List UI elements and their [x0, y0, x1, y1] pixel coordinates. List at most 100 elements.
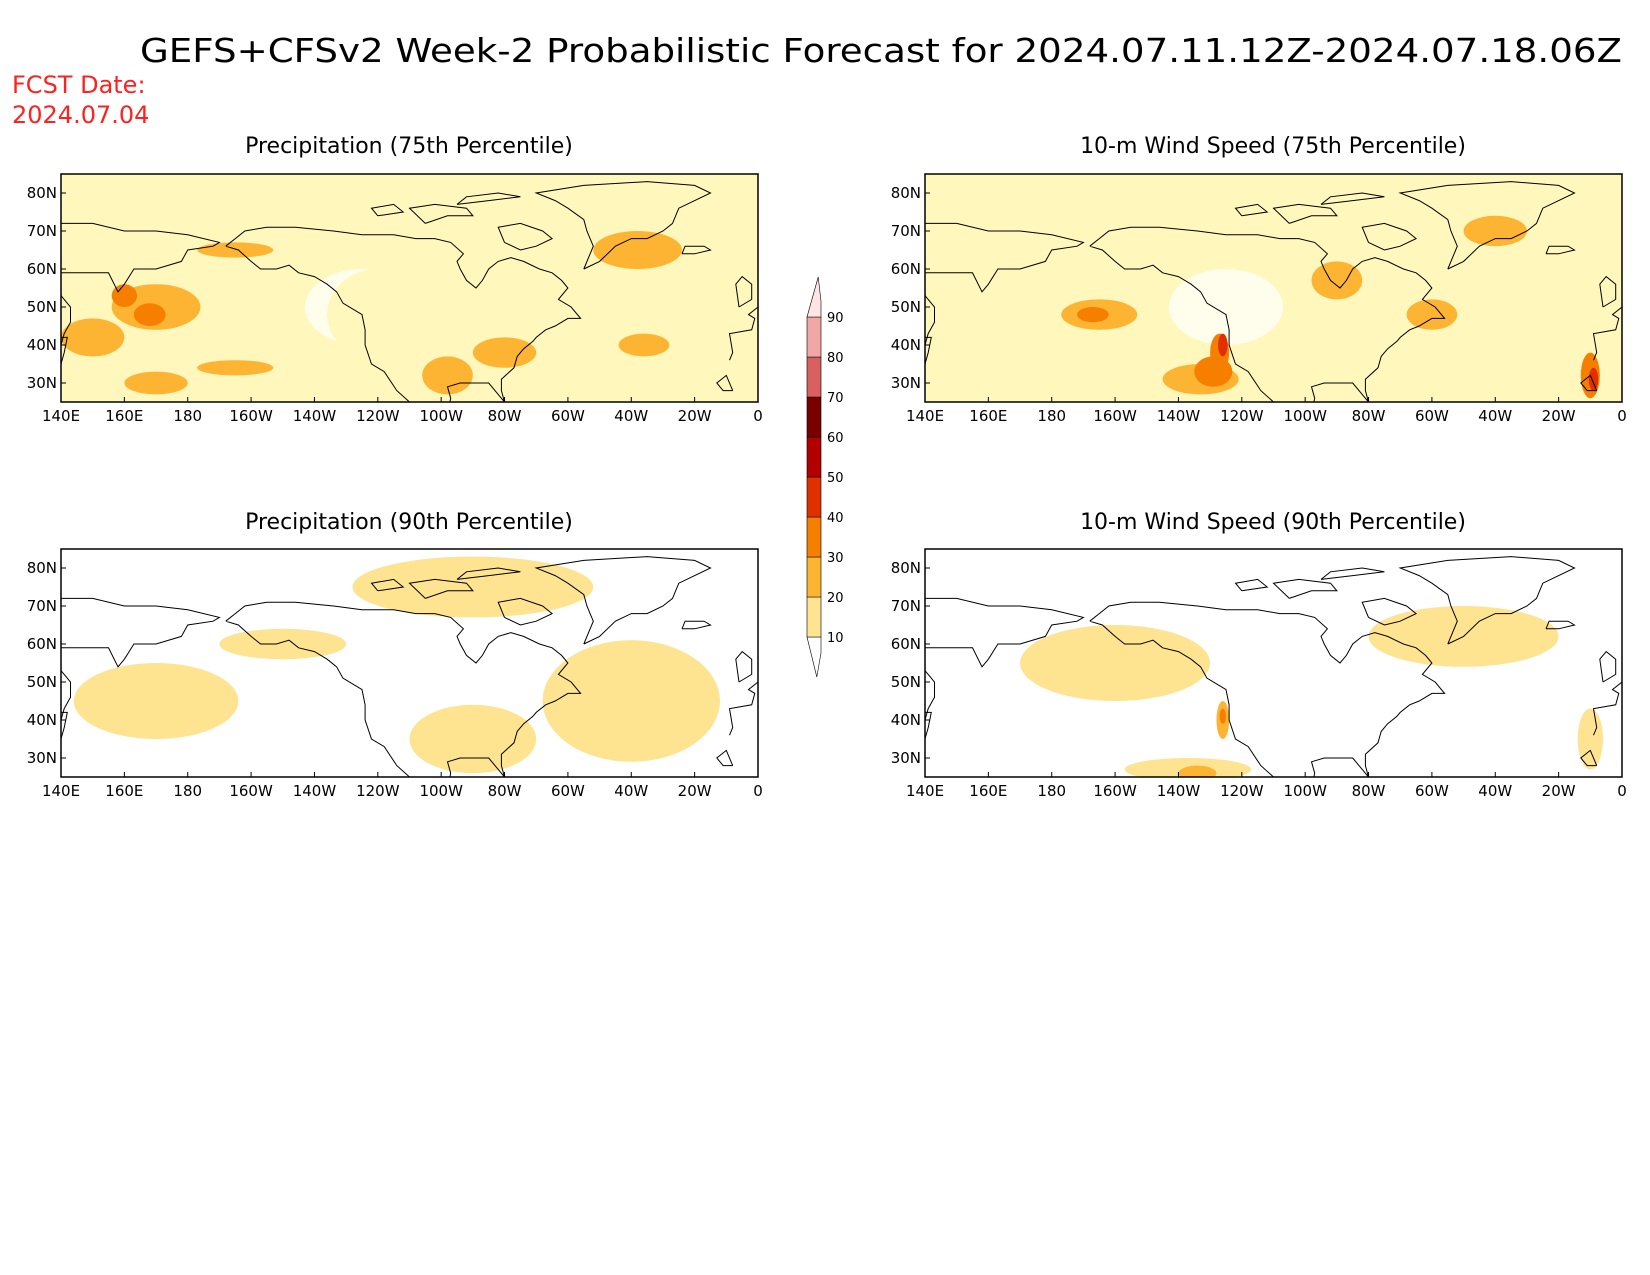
- coastline: [534, 181, 712, 270]
- lon-tick-label: 0: [753, 407, 763, 425]
- probability-blob: [219, 628, 347, 660]
- low-probability-area: [1168, 269, 1284, 345]
- lat-tick-label: 50N: [891, 673, 921, 691]
- lon-tick-label: 0: [1617, 782, 1627, 800]
- coastline: [1320, 567, 1385, 580]
- lon-tick-label: 160E: [969, 407, 1007, 425]
- coastline: [408, 203, 474, 224]
- lon-tick-label: 80W: [488, 407, 522, 425]
- coastline: [1272, 203, 1338, 224]
- lon-tick-label: 180: [1037, 782, 1066, 800]
- lat-tick-label: 80N: [27, 184, 57, 202]
- probability-blob: [1588, 367, 1599, 391]
- coastline: [61, 597, 221, 721]
- lon-tick-label: 20W: [1542, 407, 1576, 425]
- coastlines: [61, 556, 758, 777]
- lat-tick-label: 40N: [891, 336, 921, 354]
- coastline: [1361, 222, 1418, 251]
- coastline: [1320, 192, 1385, 205]
- lon-tick-label: 140W: [1157, 407, 1201, 425]
- axis-ticks: 80N 70N 60N 50N 40N 30N 140E 160E 180 160W 140W 120…: [27, 559, 763, 800]
- coastline: [225, 601, 582, 777]
- panel-title: 10-m Wind Speed (75th Percentile): [1080, 134, 1466, 159]
- coastline: [370, 578, 405, 592]
- coastline: [728, 306, 758, 361]
- coastline: [1234, 578, 1269, 592]
- lat-tick-label: 50N: [27, 298, 57, 316]
- colorbar-label: 80: [827, 351, 844, 366]
- lat-tick-label: 30N: [27, 749, 57, 767]
- coastline: [61, 336, 68, 365]
- coastline: [534, 556, 712, 645]
- colorbar-segment: [806, 276, 822, 318]
- probability-blob: [1077, 307, 1109, 323]
- colorbar-label: 50: [827, 471, 844, 486]
- lon-tick-label: 180: [173, 407, 202, 425]
- lon-tick-label: 0: [1617, 407, 1627, 425]
- coastline: [681, 245, 712, 255]
- coastline: [497, 222, 554, 251]
- colorbar-segment: [806, 316, 822, 358]
- lat-tick-label: 30N: [891, 374, 921, 392]
- lon-tick-label: 40W: [1478, 782, 1512, 800]
- lon-tick-label: 160W: [229, 782, 273, 800]
- lon-tick-label: 120W: [1220, 407, 1264, 425]
- lon-tick-label: 180: [1037, 407, 1066, 425]
- probability-blob: [618, 333, 670, 357]
- panel-wind-90: 10-m Wind Speed (90th Percentile) 80N 70N…: [891, 510, 1627, 800]
- probability-blob: [61, 318, 125, 357]
- lon-tick-label: 80W: [488, 782, 522, 800]
- colorbar-segment: [806, 516, 822, 558]
- lat-tick-label: 80N: [891, 559, 921, 577]
- probability-blob: [1020, 625, 1211, 701]
- coastline: [370, 203, 405, 217]
- fcst-date-value: 2024.07.04: [12, 101, 149, 129]
- probability-field: [73, 556, 720, 774]
- lon-tick-label: 20W: [678, 782, 712, 800]
- probability-blob: [1121, 346, 1173, 366]
- coastline: [1592, 306, 1622, 361]
- lon-tick-label: 140E: [906, 782, 944, 800]
- probability-field: [1020, 606, 1603, 777]
- lon-tick-label: 140E: [906, 407, 944, 425]
- map-frame: [60, 548, 759, 778]
- lon-tick-label: 180: [173, 782, 202, 800]
- lon-tick-label: 140W: [293, 407, 337, 425]
- colorbar-label: 70: [827, 391, 844, 406]
- colorbar-label: 10: [827, 631, 844, 646]
- lat-tick-label: 30N: [27, 374, 57, 392]
- coastline: [1272, 578, 1338, 599]
- probability-blob: [542, 640, 720, 762]
- colorbar-segment: [806, 476, 822, 518]
- lat-tick-label: 80N: [891, 184, 921, 202]
- probability-field: [61, 174, 758, 402]
- coastline: [1592, 681, 1622, 736]
- lon-tick-label: 160E: [969, 782, 1007, 800]
- lon-tick-label: 140E: [42, 407, 80, 425]
- fcst-date-label: FCST Date:: [12, 71, 146, 99]
- colorbar-label: 30: [827, 551, 844, 566]
- coastline: [716, 374, 734, 392]
- lon-tick-label: 40W: [614, 407, 648, 425]
- probability-blob: [327, 269, 429, 361]
- coastline: [1580, 749, 1598, 767]
- coastline: [925, 711, 932, 740]
- coastline: [925, 222, 1085, 346]
- probability-blob: [124, 371, 188, 395]
- coastline: [735, 275, 753, 308]
- coastline: [1398, 556, 1576, 645]
- lat-tick-label: 50N: [891, 298, 921, 316]
- probability-blob: [1219, 708, 1226, 724]
- lat-tick-label: 70N: [27, 222, 57, 240]
- colorbar-segment: [806, 556, 822, 598]
- lon-tick-label: 80W: [1352, 407, 1386, 425]
- axis-ticks: 80N 70N 60N 50N 40N 30N 140E 160E 180 160W 140W 120…: [891, 559, 1627, 800]
- lat-tick-label: 70N: [891, 597, 921, 615]
- lat-tick-label: 60N: [891, 260, 921, 278]
- coastline: [681, 620, 712, 630]
- probability-blob: [1311, 261, 1363, 300]
- lon-tick-label: 100W: [1283, 782, 1327, 800]
- coastline: [1545, 245, 1576, 255]
- lon-tick-label: 160W: [229, 407, 273, 425]
- probability-field: [925, 174, 1622, 402]
